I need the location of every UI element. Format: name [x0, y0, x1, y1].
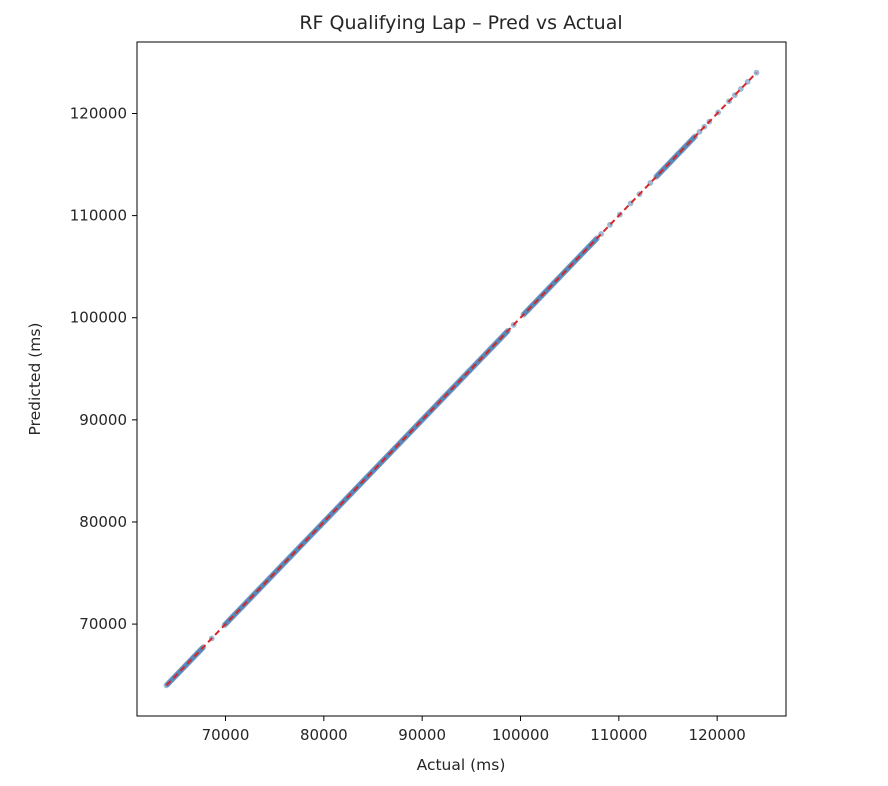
y-axis-ticks: 70000 80000 90000 100000 110000 120000	[70, 104, 137, 633]
y-tick-label: 90000	[79, 411, 127, 429]
x-axis-label: Actual (ms)	[417, 756, 506, 774]
x-tick-label: 70000	[202, 726, 250, 744]
x-tick-label: 110000	[590, 726, 647, 744]
chart-title: RF Qualifying Lap – Pred vs Actual	[299, 12, 622, 34]
x-tick-label: 90000	[398, 726, 446, 744]
x-tick-label: 120000	[689, 726, 746, 744]
plot-frame	[136, 41, 787, 717]
x-axis-ticks: 70000 80000 90000 100000 110000 120000	[202, 716, 746, 744]
y-tick-label: 110000	[70, 207, 127, 225]
reference-line	[165, 71, 758, 687]
y-tick-label: 70000	[79, 615, 127, 633]
y-tick-label: 80000	[79, 513, 127, 531]
reference-line-layer	[165, 71, 758, 687]
y-tick-label: 100000	[70, 309, 127, 327]
x-tick-label: 100000	[492, 726, 549, 744]
x-tick-label: 80000	[300, 726, 348, 744]
y-axis-label: Predicted (ms)	[26, 323, 44, 436]
y-tick-label: 120000	[70, 104, 127, 122]
